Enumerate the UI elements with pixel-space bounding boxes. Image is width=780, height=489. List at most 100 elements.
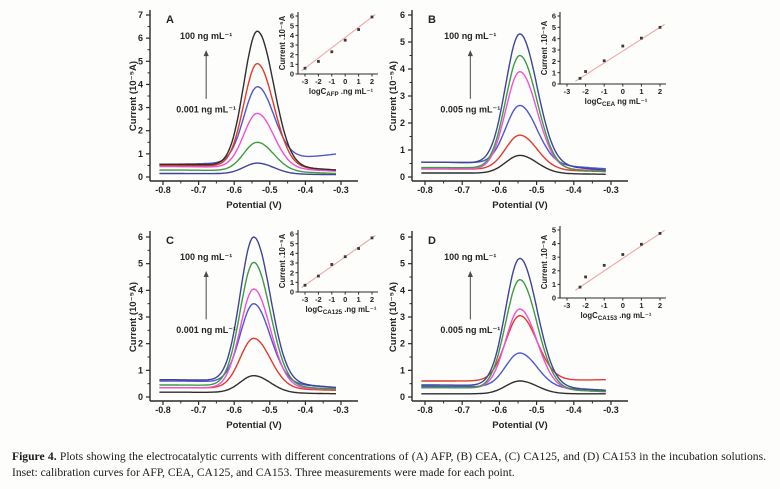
inset-data-point (640, 242, 643, 246)
inset-y-tick-label: 1 (290, 278, 294, 287)
inset-y-tick-label: 1 (290, 60, 294, 69)
inset-data-point (330, 263, 334, 266)
inset-axes (559, 226, 666, 299)
x-tick-label: -0.7 (191, 185, 207, 195)
caption-label: Figure 4. (12, 450, 57, 463)
inset-data-point (303, 66, 307, 70)
y-tick-label: 3 (138, 312, 143, 322)
curve-group (159, 236, 337, 395)
low-concentration-label: 0.005 ng mL⁻¹ (440, 325, 500, 335)
x-tick-label: -0.7 (454, 405, 470, 415)
x-tick-label: -0.5 (262, 185, 278, 195)
inset-y-tick-label: 0 (552, 80, 556, 89)
high-concentration-label: 100 ng mL⁻¹ (444, 252, 496, 262)
y-tick-label: 6 (138, 232, 143, 242)
inset-y-tick-label: 2 (552, 266, 556, 275)
voltammogram-curve (159, 236, 337, 389)
y-tick-label: 0 (400, 392, 405, 402)
y-axis-label: Current (10⁻⁵A) (388, 61, 399, 131)
y-tick-label: 3 (138, 103, 143, 113)
inset-data-point (584, 275, 587, 279)
inset-x-tick-label: -2 (315, 295, 322, 304)
inset-x-tick-label: 1 (357, 295, 361, 304)
x-tick-label: -0.3 (603, 185, 619, 195)
inset-y-tick-label: 0 (552, 294, 556, 303)
inset-y-tick-label: 6 (290, 230, 294, 239)
inset-x-tick-label: 2 (658, 87, 662, 96)
x-tick-label: -0.5 (529, 405, 545, 415)
inset-xlabel-subscript: CA125 (323, 309, 343, 316)
inset-x-tick-label: -1 (601, 301, 608, 310)
low-concentration-label: 0.005 ng mL⁻¹ (440, 105, 500, 115)
voltammogram-curve (421, 104, 606, 170)
y-axis-label: Current (10⁻⁵A) (388, 282, 399, 352)
inset-y-tick-label: 5 (552, 23, 556, 32)
low-concentration-label: 0.001 ng mL⁻¹ (176, 325, 236, 335)
voltammogram-curve (159, 112, 336, 172)
inset-x-tick-label: 0 (343, 295, 347, 304)
inset-data-point (357, 28, 360, 31)
voltammogram-curve (421, 279, 606, 393)
panel-letter: C (166, 235, 174, 247)
inset-y-tick-label: 0 (290, 288, 294, 297)
inset-xlabel-prefix: logC (305, 305, 323, 314)
inset-data-point (370, 236, 374, 240)
inset-y-tick-label: 2 (290, 50, 294, 59)
inset-x-tick-label: -1 (328, 295, 335, 304)
inset-xlabel-suffix: .ng mL⁻¹ (617, 311, 652, 320)
inset-x-tick-label: 1 (639, 301, 643, 310)
voltammogram-curve (421, 71, 606, 171)
x-tick-label: -0.3 (603, 405, 619, 415)
inset-y-tick-label: 5 (552, 226, 556, 235)
x-tick-label: -0.6 (226, 405, 242, 415)
inset-y-tick-label: 6 (290, 12, 294, 21)
inset-x-tick-label: 2 (370, 77, 374, 86)
inset-x-tick-label: 0 (343, 77, 347, 86)
figure-caption: Figure 4. Plots showing the electrocatal… (12, 449, 766, 482)
inset-y-tick-label: 0 (290, 70, 294, 79)
panel-letter: B (428, 14, 436, 26)
x-tick-label: -0.6 (492, 185, 508, 195)
inset-y-tick-label: 3 (552, 46, 556, 55)
voltammogram-curve (421, 154, 606, 175)
x-axis-label: Potential (V) (226, 420, 281, 431)
curve-group (421, 33, 606, 175)
y-tick-label: 4 (400, 285, 405, 295)
inset-fit-line (575, 23, 665, 82)
inset-x-tick-label: 1 (639, 87, 643, 96)
y-tick-label: 5 (138, 259, 143, 269)
voltammogram-curve (159, 62, 337, 171)
inset-y-tick-label: 3 (552, 253, 556, 262)
curve-group (159, 30, 337, 176)
inset-x-tick-label: -2 (315, 77, 322, 86)
panel-letter: A (166, 14, 174, 26)
inset-x-tick-label: 2 (370, 295, 374, 304)
x-tick-label: -0.5 (262, 405, 278, 415)
inset-axes (559, 12, 666, 85)
x-axis-label: Potential (V) (492, 420, 547, 431)
y-tick-label: 4 (400, 64, 405, 74)
inset-y-tick-label: 1 (552, 280, 556, 289)
y-tick-label: 1 (400, 145, 405, 155)
x-tick-label: -0.4 (566, 405, 582, 415)
x-tick-label: -0.7 (191, 405, 207, 415)
x-tick-label: -0.4 (298, 185, 314, 195)
inset-x-tick-label: 0 (621, 301, 625, 310)
figure-plots-canvas: -0.8 -0.7 -0.6 -0.5 -0.4 -0.301234567Current … (128, 10, 669, 431)
inset-fit-line (301, 235, 376, 289)
voltammogram-curve (421, 380, 606, 395)
inset-y-tick-label: 3 (290, 259, 294, 268)
x-tick-label: -0.8 (155, 185, 171, 195)
y-tick-label: 6 (400, 232, 405, 242)
inset-data-point (621, 253, 625, 256)
inset-data-point (658, 25, 662, 29)
y-tick-label: 1 (138, 149, 143, 159)
voltammogram-curve (159, 303, 337, 389)
arrowhead-up-icon (467, 50, 473, 57)
y-tick-label: 0 (138, 172, 143, 182)
inset-y-tick-label: 1 (552, 68, 556, 77)
